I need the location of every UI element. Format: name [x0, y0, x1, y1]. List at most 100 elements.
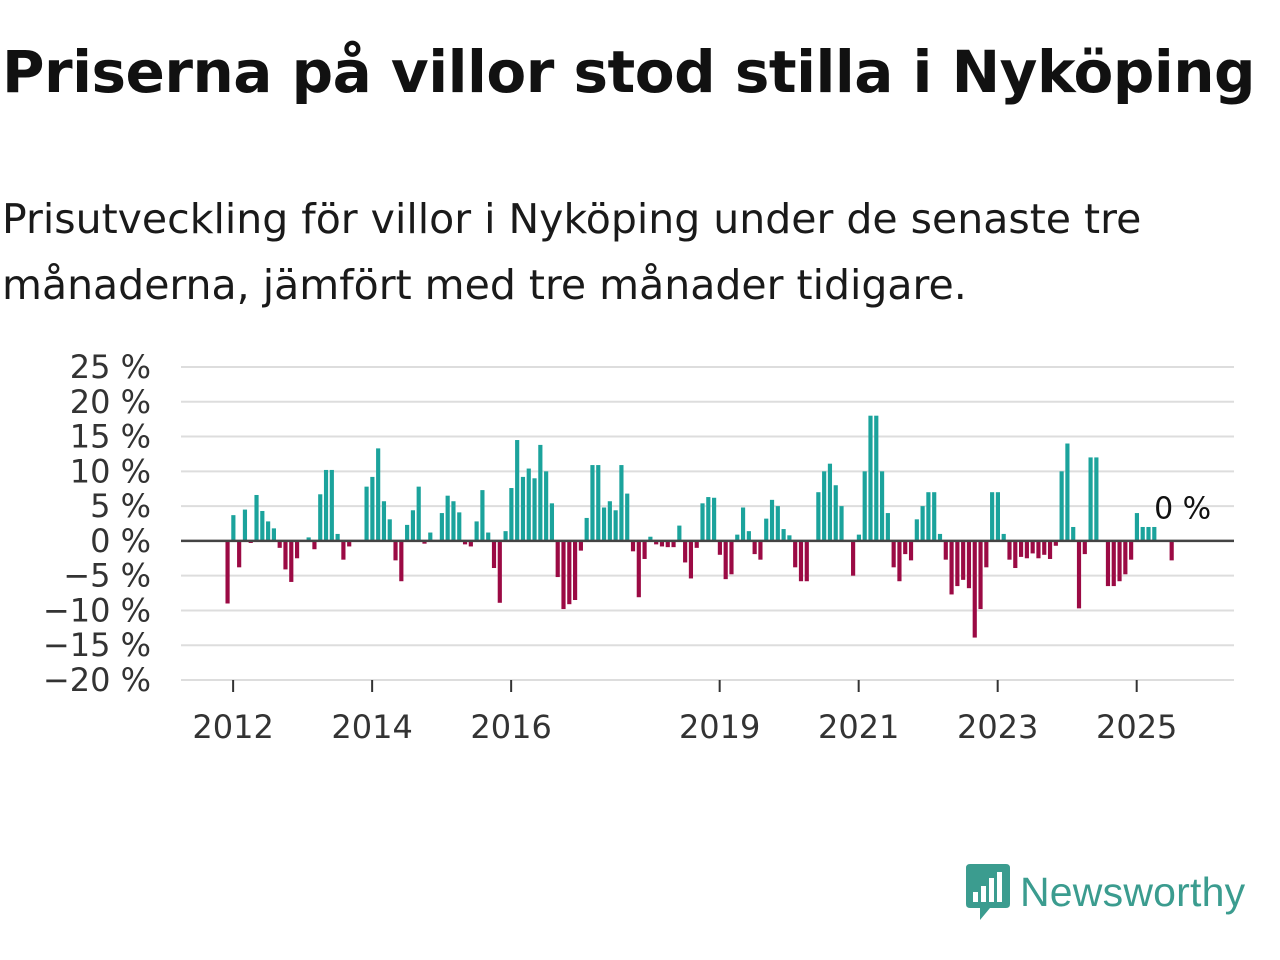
- bar-positive: [822, 471, 827, 541]
- bar-positive: [474, 521, 479, 541]
- bar-negative: [1047, 540, 1053, 559]
- bar-negative: [903, 540, 908, 555]
- bar-negative: [793, 540, 798, 568]
- bar-positive: [387, 519, 392, 541]
- x-tick-label: 2016: [470, 708, 551, 746]
- bar-positive: [926, 492, 931, 541]
- bar-positive: [1065, 443, 1070, 541]
- bar-positive: [503, 531, 508, 541]
- bar-positive: [601, 507, 607, 541]
- bar-negative: [1129, 540, 1134, 560]
- bar-positive: [584, 517, 589, 541]
- bar-positive: [932, 492, 937, 541]
- chart-title: Priserna på villor stod stilla i Nyköpin…: [2, 38, 1256, 106]
- bar-positive: [480, 490, 485, 541]
- bar-positive: [416, 486, 421, 541]
- bar-positive: [1152, 526, 1157, 541]
- bar-negative: [984, 540, 989, 568]
- bar-negative: [659, 540, 665, 547]
- y-tick-label: 25 %: [70, 348, 151, 386]
- bar-positive: [712, 497, 717, 541]
- bar-negative: [798, 540, 804, 582]
- bar-negative: [1111, 540, 1116, 587]
- bar-negative: [1030, 540, 1035, 554]
- bar-negative: [717, 540, 722, 555]
- bar-positive: [486, 532, 491, 541]
- bar-positive: [376, 448, 381, 541]
- bar-negative: [1007, 540, 1012, 560]
- bar-negative: [1013, 540, 1018, 569]
- bar-positive: [1001, 533, 1006, 541]
- bar-negative: [573, 540, 578, 601]
- bar-negative: [694, 540, 699, 548]
- bar-negative: [723, 540, 728, 580]
- bar-positive: [596, 465, 601, 541]
- bar-positive: [827, 463, 833, 541]
- y-tick-label: −5 %: [63, 557, 151, 595]
- bar-positive: [260, 510, 265, 541]
- bar-positive: [781, 529, 786, 541]
- bar-positive: [746, 531, 751, 541]
- bar-negative: [294, 540, 300, 559]
- bar-positive: [1088, 457, 1093, 541]
- bar-positive: [549, 503, 555, 541]
- bar-positive: [920, 506, 925, 541]
- bar-negative: [671, 540, 676, 548]
- bar-negative: [225, 540, 230, 604]
- bar-negative: [1105, 540, 1111, 587]
- bar-positive: [381, 501, 387, 541]
- bar-positive: [816, 492, 821, 541]
- bar-negative: [1117, 540, 1122, 582]
- bar-positive: [271, 528, 276, 541]
- y-tick-label: 20 %: [70, 383, 151, 421]
- bar-negative: [393, 540, 398, 561]
- y-tick-label: 0 %: [90, 522, 151, 560]
- bar-positive: [544, 471, 549, 541]
- bar-negative: [1123, 540, 1128, 575]
- bar-negative: [1036, 540, 1041, 559]
- bar-positive: [1059, 471, 1064, 541]
- bar-positive: [1140, 526, 1145, 541]
- bar-chart: 25 %20 %15 %10 %5 %0 %−5 %−10 %−15 %−20 …: [43, 348, 1234, 746]
- bar-positive: [885, 513, 890, 541]
- bar-negative: [665, 540, 670, 548]
- bar-positive: [323, 469, 329, 541]
- bar-negative: [943, 540, 948, 560]
- bar-negative: [955, 540, 960, 587]
- bar-positive: [879, 471, 885, 541]
- bar-positive: [329, 469, 334, 541]
- bar-negative: [341, 540, 346, 560]
- bar-positive: [868, 415, 873, 541]
- bar-positive: [370, 476, 375, 541]
- bar-negative: [462, 540, 468, 545]
- bar-positive: [364, 486, 369, 541]
- bar-negative: [966, 540, 972, 589]
- bar-negative: [758, 540, 763, 560]
- bar-negative: [1169, 540, 1174, 561]
- bar-positive: [625, 493, 630, 541]
- bar-positive: [833, 485, 838, 541]
- bar-positive: [839, 506, 844, 541]
- bar-positive: [509, 488, 514, 541]
- x-tick-label: 2021: [818, 708, 899, 746]
- bar-positive: [445, 495, 450, 541]
- bar-negative: [312, 540, 317, 550]
- bar-negative: [636, 540, 641, 598]
- y-tick-label: −15 %: [43, 626, 151, 664]
- bar-negative: [642, 540, 647, 559]
- newsworthy-logo-icon: [966, 864, 1010, 920]
- bar-negative: [978, 540, 983, 610]
- bar-positive: [706, 497, 711, 541]
- bar-positive: [700, 503, 705, 541]
- bar-positive: [914, 519, 919, 541]
- bar-negative: [491, 540, 497, 569]
- bar-positive: [526, 468, 531, 541]
- bar-negative: [1076, 540, 1082, 609]
- bar-negative: [578, 540, 583, 551]
- bar-positive: [410, 510, 415, 541]
- bar-positive: [764, 518, 769, 541]
- bar-negative: [399, 540, 404, 582]
- bar-negative: [497, 540, 502, 603]
- bar-negative: [555, 540, 560, 578]
- bar-positive: [538, 444, 543, 541]
